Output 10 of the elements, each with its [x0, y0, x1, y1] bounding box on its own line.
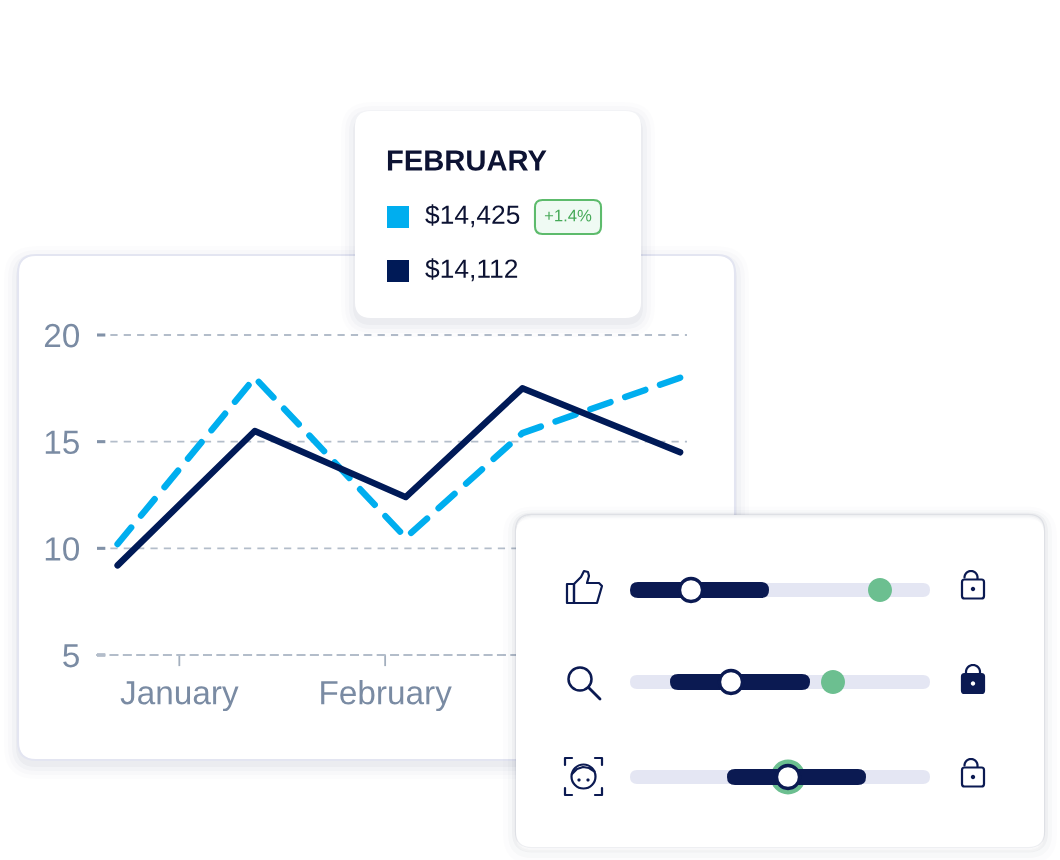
text: $14,112	[425, 258, 518, 282]
x-tick-label: January	[120, 681, 239, 712]
y-tick-label: 5	[63, 644, 79, 668]
text: +1.4%	[544, 209, 592, 222]
y-tick-label: 15	[45, 430, 79, 455]
y-tick-label: 20	[44, 323, 80, 348]
y-tick-label: 10	[45, 537, 80, 561]
text: $14,425	[425, 204, 520, 228]
x-tick-label: February	[321, 680, 452, 712]
text: FEBRUARY	[387, 150, 547, 171]
